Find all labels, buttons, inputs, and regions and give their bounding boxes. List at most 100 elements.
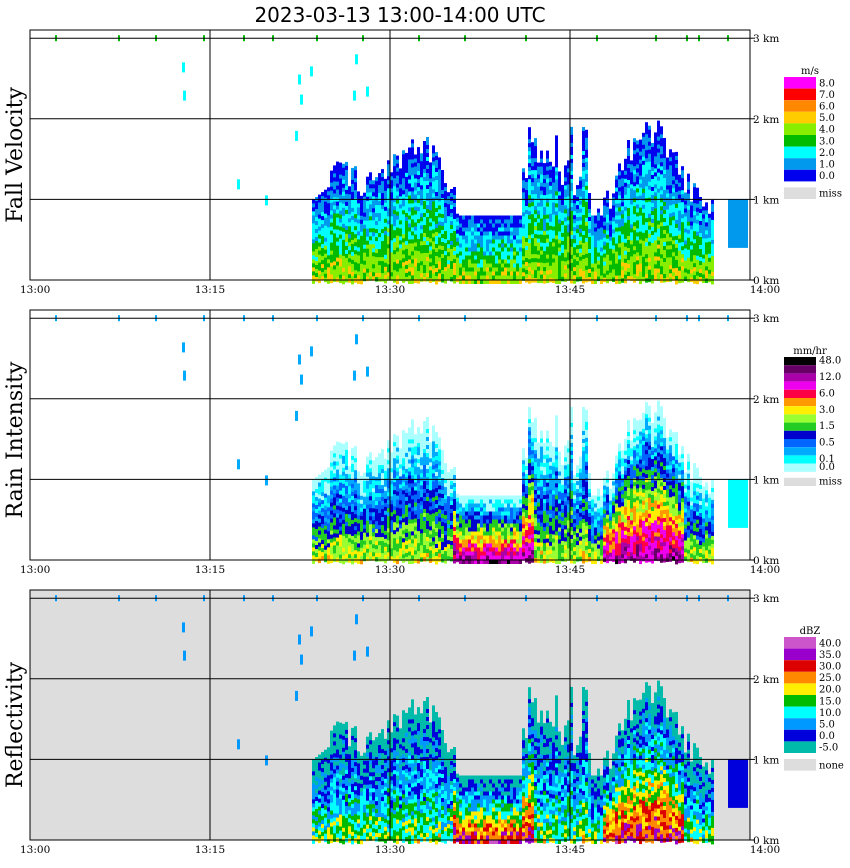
echo-cell xyxy=(633,254,636,259)
echo-cell xyxy=(681,170,684,175)
echo-cell xyxy=(357,483,360,488)
echo-cell xyxy=(432,225,435,230)
echo-cell xyxy=(636,244,639,249)
echo-cell xyxy=(432,525,435,530)
echo-cell xyxy=(408,191,411,196)
echo-cell xyxy=(456,273,459,279)
echo-cell xyxy=(429,514,432,519)
echo-cell xyxy=(417,475,420,480)
echo-cell xyxy=(417,191,420,196)
echo-cell xyxy=(540,194,543,200)
echo-cell xyxy=(591,275,594,280)
echo-cell xyxy=(399,264,402,269)
echo-cell xyxy=(426,217,429,222)
echo-cell xyxy=(441,242,444,247)
echo-cell xyxy=(357,507,360,512)
echo-cell xyxy=(728,235,748,240)
echo-cell xyxy=(372,232,375,237)
echo-cell xyxy=(728,239,748,244)
echo-cell xyxy=(435,464,438,469)
echo-cell xyxy=(354,166,357,171)
echo-cell xyxy=(426,441,429,446)
echo-cell xyxy=(564,217,567,222)
echo-cell xyxy=(528,171,531,176)
echo-cell xyxy=(321,476,324,481)
echo-cell xyxy=(537,238,540,244)
echo-cell xyxy=(357,267,360,272)
echo-cell xyxy=(438,465,441,470)
echo-cell xyxy=(384,462,387,468)
echo-cell xyxy=(576,265,579,270)
echo-cell xyxy=(552,230,555,235)
echo-cell xyxy=(606,254,609,260)
echo-cell xyxy=(504,247,507,252)
echo-cell xyxy=(594,263,597,268)
echo-cell xyxy=(402,182,405,187)
echo-cell xyxy=(612,237,615,242)
echo-cell xyxy=(687,217,690,223)
echo-cell xyxy=(651,203,654,208)
echo-cell xyxy=(465,251,468,256)
echo-cell xyxy=(429,546,432,551)
echo-cell xyxy=(432,501,435,506)
echo-cell xyxy=(336,445,339,451)
echo-cell xyxy=(681,190,684,195)
echo-cell xyxy=(663,262,666,267)
echo-cell xyxy=(531,210,534,215)
echo-cell xyxy=(627,260,630,265)
echo-cell xyxy=(648,217,651,223)
echo-cell xyxy=(336,553,339,559)
echo-cell xyxy=(405,256,408,262)
echo-cell xyxy=(474,267,477,272)
echo-cell xyxy=(543,175,546,180)
echo-cell xyxy=(660,258,663,263)
echo-cell xyxy=(669,229,672,234)
echo-cell xyxy=(384,186,387,192)
echo-cell xyxy=(402,170,405,175)
echo-cell xyxy=(600,247,603,252)
echo-cell xyxy=(345,553,348,559)
echo-cell xyxy=(471,227,474,232)
echo-cell xyxy=(342,475,345,481)
echo-cell xyxy=(699,229,702,234)
echo-cell xyxy=(369,228,372,233)
echo-field xyxy=(55,35,748,285)
echo-cell xyxy=(417,551,420,556)
echo-cell xyxy=(621,214,624,219)
echo-cell xyxy=(633,174,636,179)
echo-cell xyxy=(450,545,453,550)
echo-cell xyxy=(378,177,381,182)
echo-cell xyxy=(336,473,339,479)
echo-cell xyxy=(345,517,348,523)
echo-cell xyxy=(342,219,345,225)
echo-cell xyxy=(669,253,672,258)
echo-cell xyxy=(360,263,363,269)
echo-cell xyxy=(642,192,645,198)
echo-cell xyxy=(483,259,486,264)
echo-cell xyxy=(363,504,366,510)
echo-cell xyxy=(609,212,612,218)
echo-cell xyxy=(456,221,459,227)
echo-cell xyxy=(639,275,642,281)
echo-cell xyxy=(681,266,684,271)
echo-cell xyxy=(693,195,696,200)
echo-cell xyxy=(369,216,372,221)
echo-cell xyxy=(426,545,429,550)
echo-cell xyxy=(414,258,417,263)
echo-cell xyxy=(390,528,393,533)
echo-cell xyxy=(318,234,321,240)
echo-cell xyxy=(564,257,567,262)
echo-cell xyxy=(423,449,426,454)
echo-cell xyxy=(660,186,663,191)
echo-cell xyxy=(525,250,528,255)
echo-cell xyxy=(537,254,540,260)
echo-cell xyxy=(408,215,411,220)
echo-cell xyxy=(330,262,333,268)
echo-cell xyxy=(480,223,483,228)
echo-cell xyxy=(405,464,408,470)
echo-cell xyxy=(414,154,417,159)
echo-cell xyxy=(426,169,429,174)
echo-cell xyxy=(342,491,345,497)
echo-cell xyxy=(546,190,549,196)
echo-cell xyxy=(345,477,348,483)
